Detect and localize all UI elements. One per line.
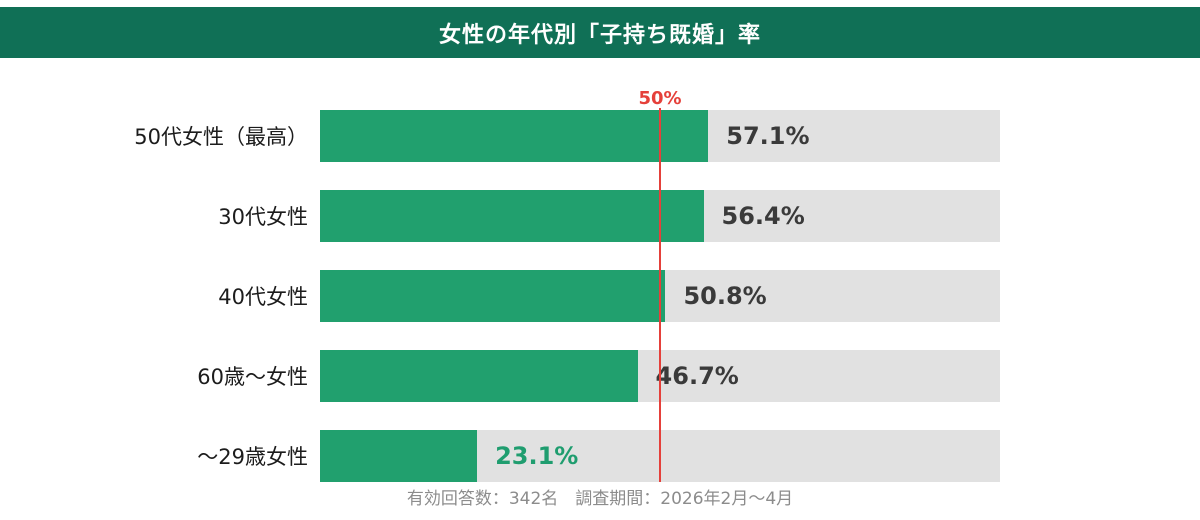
bar-row: 60歳〜女性 46.7% xyxy=(0,350,1200,402)
reference-line-label: 50% xyxy=(638,88,682,109)
value-label: 50.8% xyxy=(683,282,767,310)
page-title: 女性の年代別「子持ち既婚」率 xyxy=(438,22,761,48)
value-label: 46.7% xyxy=(655,362,739,390)
survey-note: 有効回答数：342名 調査期間：2026年2月〜4月 xyxy=(406,489,794,509)
value-label: 23.1% xyxy=(495,442,579,470)
bar xyxy=(320,430,478,482)
value-label: 57.1% xyxy=(726,122,810,150)
category-label: 60歳〜女性 xyxy=(197,365,308,389)
bar xyxy=(320,270,666,322)
bar-row: ～29歳女性 23.1% xyxy=(0,430,1200,482)
category-label: 30代女性 xyxy=(218,205,308,229)
reference-line-50pct xyxy=(659,108,661,482)
category-label: 50代女性（最高） xyxy=(134,125,308,149)
bar xyxy=(320,350,638,402)
bar-chart-rows: 50代女性（最高） 57.1% 30代女性 56.4% 40代女性 50.8% 60歳〜女性… xyxy=(0,110,1200,482)
bar-track: 50.8% xyxy=(320,270,1000,322)
value-label: 56.4% xyxy=(721,202,805,230)
bar-row: 30代女性 56.4% xyxy=(0,190,1200,242)
bar-row: 50代女性（最高） 57.1% xyxy=(0,110,1200,162)
chart-title-bar: 女性の年代別「子持ち既婚」率 xyxy=(0,7,1200,58)
category-label: 40代女性 xyxy=(218,285,308,309)
bar xyxy=(320,110,709,162)
bar-row: 40代女性 50.8% xyxy=(0,270,1200,322)
bar xyxy=(320,190,704,242)
category-label: ～29歳女性 xyxy=(197,445,308,469)
